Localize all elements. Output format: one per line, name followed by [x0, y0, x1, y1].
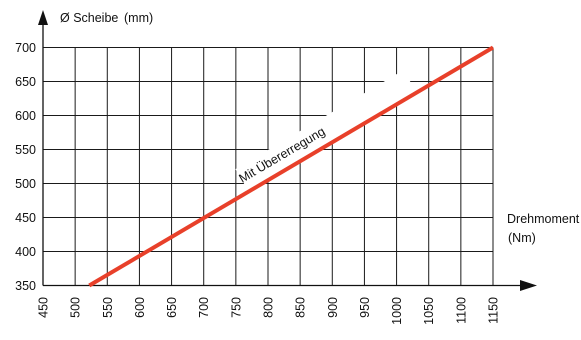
y-tick-labels: 350 400 450 500 550 600 650 700 [15, 41, 36, 293]
x-tick-label: 550 [101, 297, 115, 318]
y-tick-label: 600 [15, 109, 36, 123]
y-tick-label: 400 [15, 245, 36, 259]
y-axis-title: Ø Scheibe [60, 11, 118, 25]
series-label-background [235, 70, 417, 192]
x-tick-label: 1050 [422, 297, 436, 325]
x-tick-label: 950 [358, 297, 372, 318]
x-tick-label: 1150 [487, 297, 501, 324]
y-tick-label: 500 [15, 177, 36, 191]
x-tick-label: 850 [294, 297, 308, 318]
x-tick-label: 450 [37, 297, 51, 318]
x-axis-title: Drehmoment [507, 212, 580, 226]
x-tick-label: 500 [69, 297, 83, 318]
x-axis-unit: (Nm) [508, 231, 536, 245]
x-tick-label: 900 [326, 297, 340, 318]
y-tick-label: 550 [15, 143, 36, 157]
y-tick-label: 650 [15, 75, 36, 89]
x-tick-label: 750 [229, 297, 243, 318]
x-tick-labels: 450 500 550 600 650 700 750 800 850 900 950 1000 105… [37, 297, 501, 325]
x-tick-label: 600 [133, 297, 147, 318]
y-tick-label: 450 [15, 211, 36, 225]
x-tick-label: 1000 [390, 297, 404, 325]
y-tick-label: 700 [15, 41, 36, 55]
x-tick-label: 1100 [454, 297, 468, 324]
x-tick-label: 650 [165, 297, 179, 318]
series-layer: Mit Übererregung [88, 45, 495, 288]
x-tick-label: 800 [262, 297, 276, 318]
x-tick-label: 700 [197, 297, 211, 318]
y-axis-arrow-icon [38, 10, 48, 25]
y-axis-unit: (mm) [124, 11, 153, 25]
x-axis-arrow-icon [520, 280, 537, 291]
y-tick-label: 350 [15, 279, 36, 293]
axes [38, 10, 537, 291]
series-line [88, 45, 495, 288]
